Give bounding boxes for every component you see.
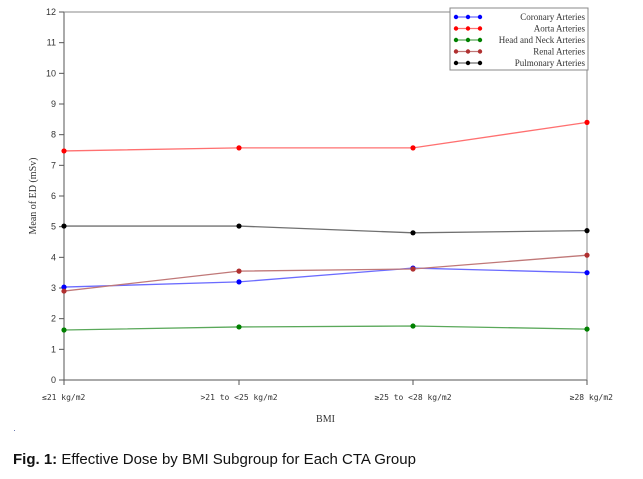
- series-line: [63, 267, 588, 288]
- legend-swatch-marker: [453, 14, 459, 20]
- legend-swatch-marker: [477, 37, 483, 43]
- legend-label: Head and Neck Arteries: [499, 35, 586, 45]
- data-point: [584, 228, 590, 234]
- series-head-and-neck-arteries: [61, 323, 590, 333]
- y-tick-label: 8: [51, 130, 56, 140]
- legend-swatch-marker: [453, 49, 459, 54]
- legend-item: Pulmonary Arteries: [453, 58, 586, 68]
- series-layer: [61, 119, 590, 333]
- caption-text: Effective Dose by BMI Subgroup for Each …: [57, 451, 416, 468]
- data-point: [584, 119, 590, 125]
- series-coronary-arteries: [61, 265, 590, 290]
- data-point: [61, 223, 67, 229]
- series-aorta-arteries: [61, 119, 590, 154]
- series-renal-arteries: [61, 252, 590, 294]
- legend-swatch-marker: [477, 60, 483, 66]
- y-tick-label: 0: [51, 375, 56, 385]
- legend-item: Head and Neck Arteries: [453, 35, 586, 45]
- data-point: [410, 145, 416, 151]
- legend-swatch-marker: [465, 49, 471, 54]
- data-point: [410, 266, 416, 272]
- data-point: [584, 270, 590, 276]
- x-axis-title: BMI: [316, 414, 335, 425]
- legend-label: Aorta Arteries: [534, 24, 586, 34]
- legend-swatch-marker: [465, 14, 471, 20]
- legend-swatch-marker: [465, 37, 471, 43]
- legend-box: [449, 7, 589, 71]
- y-tick-label: 1: [51, 344, 56, 354]
- series-line: [63, 121, 588, 152]
- y-tick-label: 7: [51, 160, 56, 170]
- figure-caption: Fig. 1: Effective Dose by BMI Subgroup f…: [13, 451, 416, 468]
- x-tick-label: ≤21 kg/m2: [42, 393, 86, 402]
- legend-item: Coronary Arteries: [453, 12, 585, 22]
- series-line: [63, 325, 588, 331]
- stray-dot: [14, 430, 15, 431]
- x-tick-label: ≥28 kg/m2: [570, 393, 614, 402]
- legend-swatch-marker: [477, 26, 483, 31]
- series-line: [63, 254, 588, 292]
- data-point: [236, 324, 242, 330]
- legend-item: Renal Arteries: [453, 47, 585, 57]
- y-tick-label: 4: [51, 252, 56, 262]
- data-point: [236, 279, 242, 285]
- legend-swatch-marker: [465, 60, 471, 66]
- data-point: [236, 145, 242, 151]
- series-pulmonary-arteries: [61, 223, 590, 236]
- data-point: [410, 230, 416, 236]
- y-tick-label: 12: [46, 7, 56, 17]
- y-axis-title: Mean of ED (mSv): [28, 158, 39, 235]
- legend-label: Renal Arteries: [533, 47, 585, 57]
- y-tick-label: 3: [51, 283, 56, 293]
- data-point: [584, 252, 590, 258]
- x-tick-label: >21 to <25 kg/m2: [200, 393, 277, 402]
- data-point: [61, 284, 67, 290]
- y-tick-label: 2: [51, 314, 56, 324]
- data-point: [410, 323, 416, 329]
- x-tick-label: ≥25 to <28 kg/m2: [374, 393, 451, 402]
- legend-swatch-marker: [477, 49, 483, 54]
- legend-swatch-marker: [453, 26, 459, 31]
- data-point: [61, 148, 67, 154]
- caption-label: Fig. 1:: [13, 451, 58, 468]
- data-point: [236, 223, 242, 229]
- series-line: [64, 225, 588, 234]
- legend-swatch-marker: [453, 60, 459, 66]
- data-point: [61, 327, 67, 333]
- data-point: [61, 288, 67, 294]
- y-tick-label: 6: [51, 191, 56, 201]
- legend-swatch-marker: [453, 37, 459, 43]
- legend-swatch-marker: [477, 14, 483, 20]
- data-point: [584, 326, 590, 332]
- y-tick-label: 11: [47, 38, 56, 48]
- y-tick-label: 9: [51, 99, 56, 109]
- legend-label: Coronary Arteries: [520, 12, 585, 22]
- data-point: [236, 268, 242, 274]
- y-tick-label: 10: [46, 68, 56, 78]
- legend-item: Aorta Arteries: [453, 24, 586, 34]
- y-tick-label: 5: [51, 222, 56, 232]
- legend-swatch-marker: [465, 26, 471, 31]
- legend-label: Pulmonary Arteries: [515, 58, 586, 68]
